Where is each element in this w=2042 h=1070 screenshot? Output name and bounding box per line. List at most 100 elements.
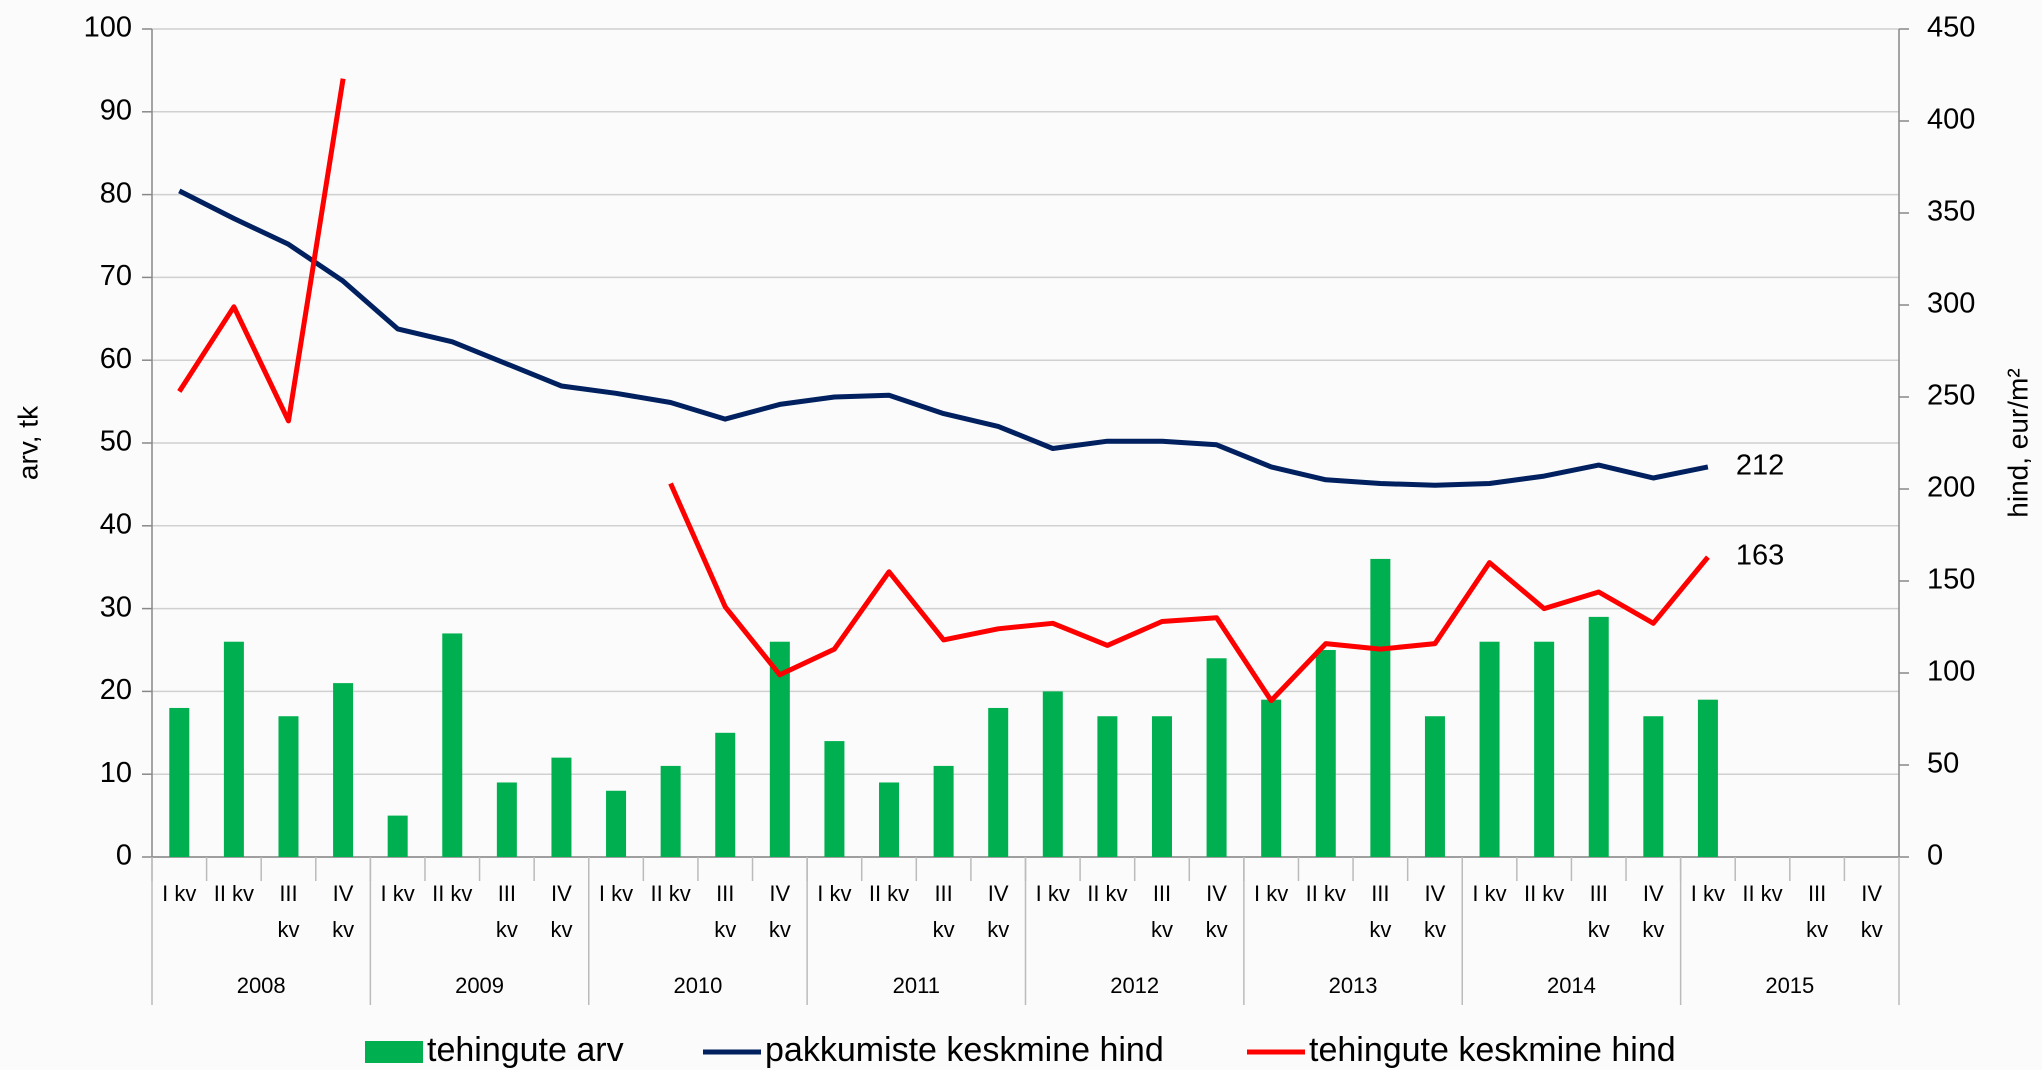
y-tick-label: 40 — [100, 508, 132, 540]
group-label: 2010 — [673, 973, 722, 998]
x-tick-label: IV kv — [332, 881, 354, 942]
legend-label: tehingute keskmine hind — [1309, 1031, 1676, 1069]
x-tick-label: I kv — [162, 881, 196, 906]
group-label: 2009 — [455, 973, 504, 998]
bar — [824, 741, 845, 857]
x-tick-label: III kv — [1151, 881, 1173, 942]
x-tick-label: III kv — [1806, 881, 1828, 942]
y-tick-label: 30 — [100, 591, 132, 623]
bar — [496, 782, 517, 857]
x-tick-label: III kv — [714, 881, 736, 942]
bar — [933, 765, 954, 857]
legend-swatch — [365, 1041, 423, 1063]
group-label: 2014 — [1547, 973, 1596, 998]
y2-tick-label: 250 — [1927, 380, 1975, 412]
x-tick-label: I kv — [381, 881, 415, 906]
x-tick-label: I kv — [599, 881, 633, 906]
y-tick-label: 50 — [100, 426, 132, 458]
y2-tick-label: 100 — [1927, 656, 1975, 688]
y2-tick-label: 400 — [1927, 104, 1975, 136]
bar — [988, 707, 1009, 857]
x-tick-label: I kv — [1691, 881, 1725, 906]
line — [178, 188, 1709, 488]
bar — [1261, 699, 1282, 857]
x-tick-label: I kv — [1254, 881, 1288, 906]
x-tick-label: III kv — [496, 881, 518, 942]
x-tick-label: IV kv — [550, 881, 572, 942]
bar — [1697, 699, 1718, 857]
group-label: 2012 — [1110, 973, 1159, 998]
y-axis-label: arv, tk — [12, 405, 43, 480]
y-tick-label: 70 — [100, 260, 132, 292]
x-tick-label: II kv — [214, 881, 254, 906]
x-tick-label: II kv — [869, 881, 909, 906]
x-tick-label: IV kv — [987, 881, 1009, 942]
x-tick-label: IV kv — [769, 881, 791, 942]
bar — [879, 782, 900, 857]
bar — [1097, 716, 1118, 857]
group-label: 2011 — [893, 973, 940, 998]
bar — [769, 641, 790, 857]
bar — [223, 641, 244, 857]
bar — [551, 757, 572, 857]
y-tick-label: 10 — [100, 757, 132, 789]
y2-tick-label: 150 — [1927, 564, 1975, 596]
group-label: 2015 — [1765, 973, 1814, 998]
y-tick-label: 100 — [84, 12, 132, 44]
bar — [1370, 558, 1391, 857]
x-tick-label: III kv — [1588, 881, 1610, 942]
bar — [1534, 641, 1555, 857]
line — [177, 78, 1710, 704]
bar — [1479, 641, 1500, 857]
bar — [278, 716, 299, 857]
x-tick-label: II kv — [1087, 881, 1127, 906]
bar — [715, 732, 736, 857]
y-tick-label: 80 — [100, 177, 132, 209]
group-label: 2013 — [1329, 973, 1378, 998]
x-tick-label: II kv — [650, 881, 690, 906]
bar — [1315, 650, 1336, 857]
x-tick-label: IV kv — [1861, 881, 1883, 942]
bar — [1042, 691, 1063, 857]
x-tick-label: I kv — [1472, 881, 1506, 906]
x-tick-label: II kv — [1306, 881, 1346, 906]
x-tick-label: II kv — [432, 881, 472, 906]
x-tick-label: III kv — [1369, 881, 1391, 942]
y2-tick-label: 300 — [1927, 288, 1975, 320]
bar — [1206, 658, 1227, 857]
y-tick-label: 0 — [116, 840, 132, 872]
x-tick-label: I kv — [1036, 881, 1070, 906]
y2-tick-label: 450 — [1927, 12, 1975, 44]
data-label: 163 — [1736, 540, 1784, 572]
bar — [1424, 716, 1445, 857]
y-tick-label: 20 — [100, 674, 132, 706]
y2-tick-label: 350 — [1927, 196, 1975, 228]
x-tick-label: I kv — [817, 881, 851, 906]
bar — [606, 790, 627, 857]
bar — [1588, 616, 1609, 857]
bar — [333, 683, 354, 857]
x-tick-label: IV kv — [1424, 881, 1446, 942]
y2-tick-label: 200 — [1927, 472, 1975, 504]
bar — [660, 765, 681, 857]
legend-label: pakkumiste keskmine hind — [765, 1031, 1164, 1069]
bar — [1151, 716, 1172, 857]
x-tick-label: IV kv — [1642, 881, 1664, 942]
bar — [169, 707, 190, 857]
group-label: 2008 — [237, 973, 286, 998]
y2-tick-label: 0 — [1927, 840, 1943, 872]
bar — [387, 815, 408, 857]
legend-label: tehingute arv — [427, 1031, 624, 1069]
y2-axis-label: hind, eur/m² — [2002, 368, 2033, 517]
x-tick-label: II kv — [1524, 881, 1564, 906]
y2-tick-label: 50 — [1927, 748, 1959, 780]
x-tick-label: III kv — [277, 881, 299, 942]
x-tick-label: II kv — [1742, 881, 1782, 906]
y-tick-label: 90 — [100, 94, 132, 126]
x-tick-label: IV kv — [1206, 881, 1228, 942]
bar — [1643, 716, 1664, 857]
bar — [442, 633, 463, 857]
y-tick-label: 60 — [100, 343, 132, 375]
